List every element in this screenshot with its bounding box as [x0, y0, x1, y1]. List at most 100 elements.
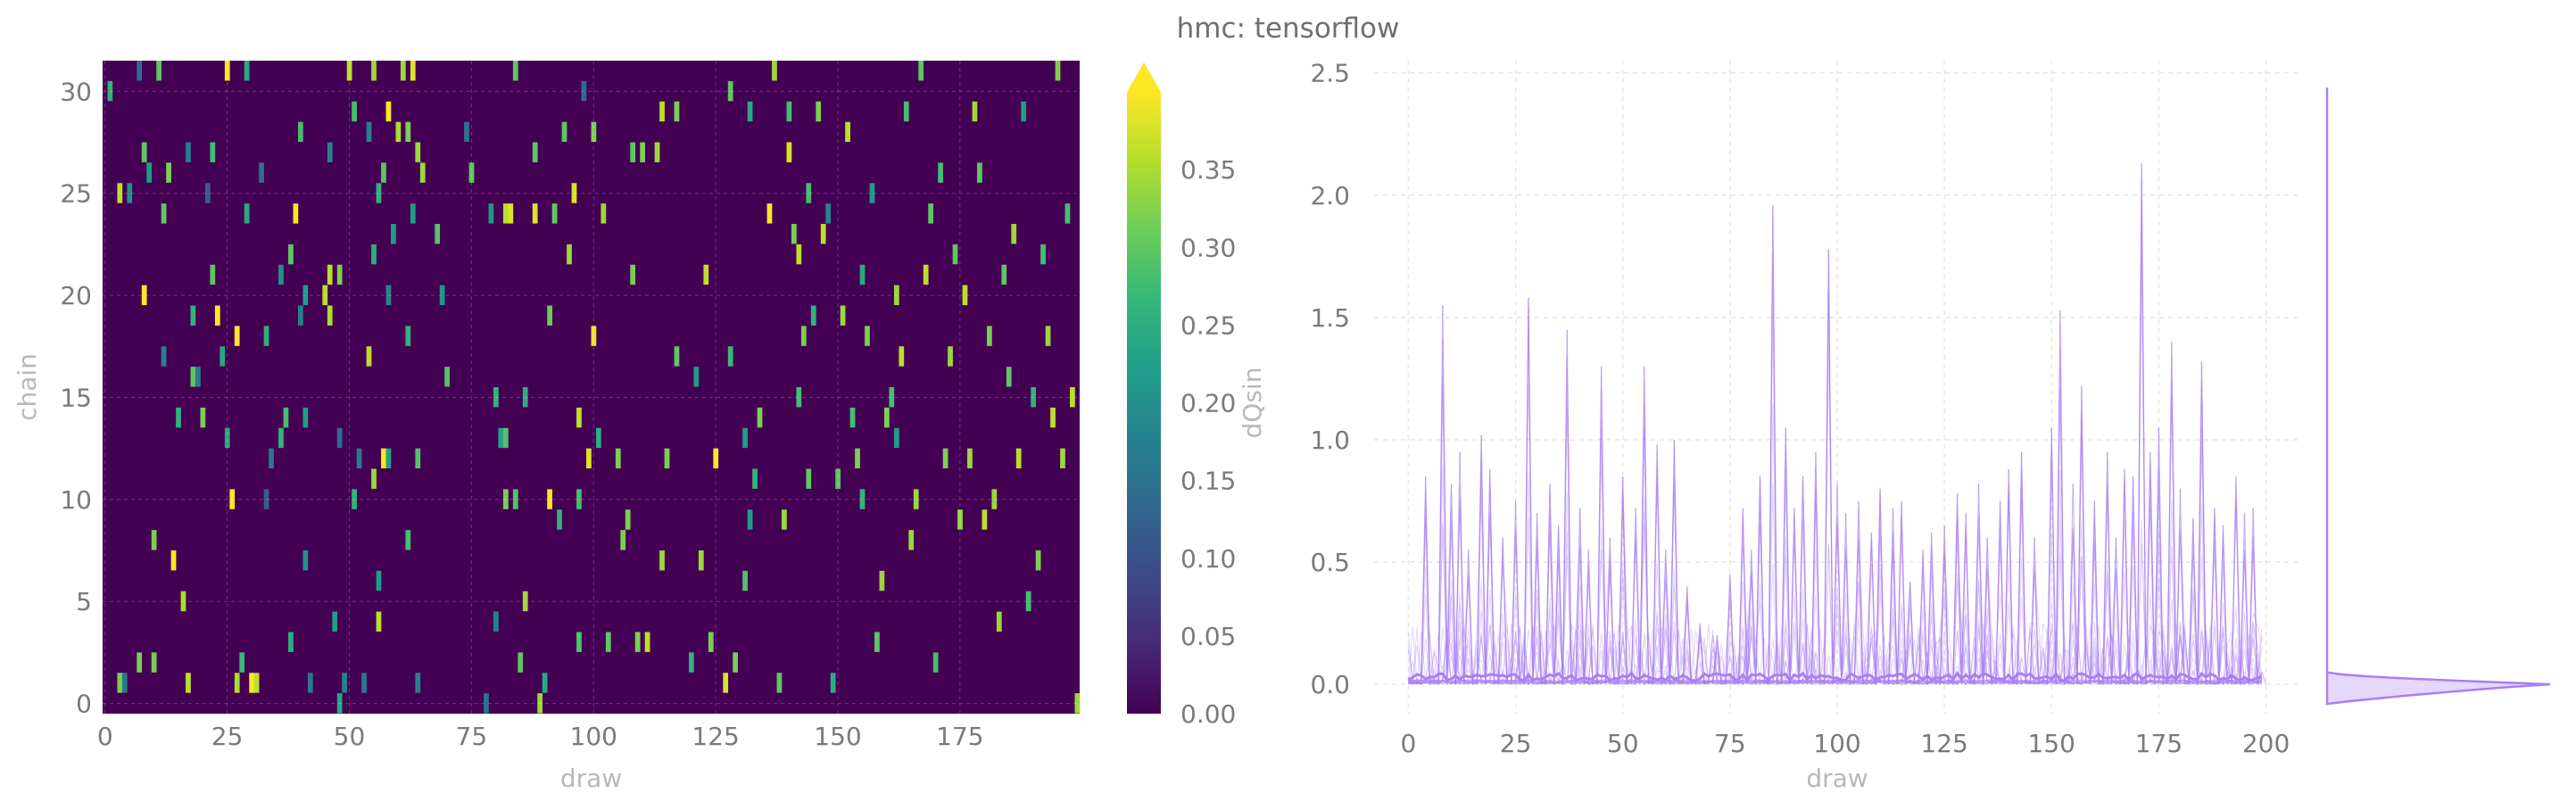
trace-peak — [1480, 434, 1487, 685]
trace-peak — [2158, 427, 2164, 685]
y-tick-label: 2.0 — [1310, 181, 1350, 211]
trace-peak — [1943, 525, 1950, 685]
heatmap-cell — [689, 652, 694, 673]
trace-peak — [2017, 451, 2023, 685]
trace-peak — [1827, 249, 1834, 685]
heatmap-cell — [1070, 387, 1075, 408]
heatmap-cell — [253, 673, 260, 693]
heatmap-cell — [376, 611, 382, 632]
heatmap-cell — [161, 203, 167, 224]
heatmap-cell — [733, 652, 739, 673]
heatmap-cell — [385, 448, 392, 469]
heatmap-cell — [263, 489, 269, 509]
heatmap-cell — [932, 652, 939, 673]
heatmap-cell — [982, 509, 988, 530]
heatmap-cell — [752, 468, 758, 489]
trace-peak — [1737, 508, 1744, 685]
heatmap-cell — [561, 121, 567, 143]
trace-peak — [1836, 484, 1843, 685]
trace-peak — [1523, 297, 1529, 685]
chain-trace — [1407, 179, 2263, 685]
heatmap-cell — [742, 570, 748, 591]
x-tick-label: 25 — [211, 722, 244, 751]
x-tick-label: 125 — [1920, 729, 1967, 758]
heatmap-cell — [742, 427, 748, 449]
heatmap-cell — [859, 264, 866, 285]
figure-title: hmc: tensorflow — [1176, 12, 1400, 45]
trace-peak — [1746, 550, 1752, 685]
heatmap-cell — [893, 427, 899, 449]
trace-peak — [2166, 342, 2173, 685]
heatmap-cell — [376, 183, 382, 203]
x-tick-label: 75 — [456, 722, 488, 751]
heatmap-cell — [713, 448, 719, 469]
heatmap-cell — [204, 183, 211, 203]
chain-trace — [1408, 206, 2263, 686]
heatmap-cell — [336, 693, 343, 714]
trace-peak — [1686, 586, 1693, 685]
trace-peak — [2008, 468, 2014, 685]
heatmap-xlabel: draw — [560, 764, 622, 793]
trace-peak — [2093, 500, 2100, 685]
heatmap-cell — [239, 652, 245, 673]
heatmap-cell — [576, 407, 582, 428]
trace-peak — [2029, 537, 2035, 685]
x-tick-label: 150 — [814, 722, 861, 751]
heatmap-cell — [161, 346, 167, 367]
trace-peak — [1896, 500, 1902, 685]
trace-peak — [1485, 468, 1491, 685]
heatmap-cell — [522, 591, 528, 612]
trace-peak — [1712, 635, 1719, 685]
trace-peak — [1789, 508, 1795, 685]
heatmap-cell — [923, 264, 929, 285]
trace-peak — [1476, 434, 1482, 685]
trace-peak — [1511, 500, 1517, 685]
trace-peak — [1437, 305, 1444, 685]
trace-peak — [1587, 550, 1594, 685]
heatmap-cell — [293, 203, 299, 224]
heatmap-cell — [586, 448, 592, 469]
heatmap-cell — [591, 326, 597, 346]
heatmap-cell — [127, 183, 133, 203]
trace-peak — [1909, 581, 1916, 685]
chain-trace — [1408, 306, 2262, 686]
trace-peak — [1536, 513, 1543, 685]
heatmap-cell — [654, 142, 660, 162]
colorbar-panel: 0.00 0.05 0.10 0.15 0.20 0.25 0.30 0.35 dQsin — [1127, 62, 1267, 729]
heatmap-cell — [1001, 264, 1007, 285]
trace-peak — [1463, 550, 1470, 685]
trace-peak — [2076, 385, 2083, 685]
heatmap-cell — [444, 367, 450, 387]
heatmap-cell — [229, 489, 236, 509]
trace-peak — [2261, 672, 2267, 685]
heatmap-ylabel: chain — [12, 353, 42, 421]
trace-peak — [2136, 163, 2142, 685]
trace-peak — [1901, 500, 1907, 685]
heatmap-cell — [806, 183, 812, 203]
trace-peak — [1604, 537, 1611, 685]
heatmap-cell — [269, 448, 274, 469]
heatmap-cell — [835, 468, 841, 489]
heatmap-cell — [302, 550, 309, 571]
heatmap-cell — [747, 509, 753, 530]
heatmap-cell — [893, 285, 899, 306]
heatmap-cell — [146, 162, 153, 183]
heatmap-cell — [1040, 244, 1046, 265]
chain-trace — [1408, 403, 2262, 686]
trace-peak — [1669, 439, 1675, 685]
heatmap-cell — [859, 489, 866, 509]
trace-peak — [2021, 451, 2027, 685]
trace-peak — [1986, 537, 1992, 685]
heatmap-cell — [986, 326, 992, 346]
trace-peak — [1635, 508, 1641, 685]
heatmap-cell — [342, 673, 348, 693]
heatmap-cell — [595, 427, 601, 449]
trace-peak — [1888, 508, 1894, 685]
trace-peak — [2128, 476, 2134, 685]
heatmap-cell — [405, 530, 411, 550]
trace-peak — [2033, 537, 2040, 685]
trace-peak — [1742, 508, 1748, 685]
heatmap-cell — [723, 673, 729, 693]
trace-peak — [2081, 385, 2087, 685]
heatmap-cell — [234, 326, 240, 346]
